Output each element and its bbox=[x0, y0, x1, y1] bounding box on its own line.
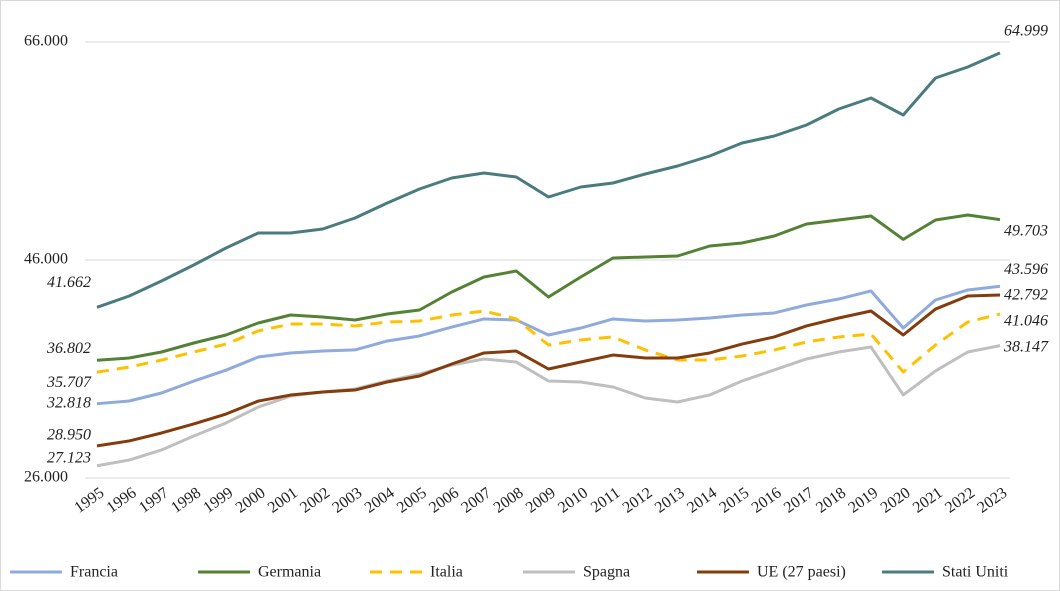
data-label: 35.707 bbox=[46, 374, 92, 391]
y-tick-label: 26.000 bbox=[24, 469, 68, 486]
series-line bbox=[96, 284, 1001, 406]
y-tick-label: 46.000 bbox=[24, 251, 68, 268]
series-line bbox=[96, 344, 1001, 468]
series-line bbox=[96, 51, 1001, 309]
legend-label: Italia bbox=[430, 564, 463, 581]
y-tick-label: 66.000 bbox=[24, 33, 68, 50]
data-label: 27.123 bbox=[47, 449, 91, 466]
data-label: 49.703 bbox=[1004, 222, 1048, 239]
data-label: 38.147 bbox=[1003, 338, 1049, 355]
data-label: 41.662 bbox=[47, 274, 91, 291]
data-label: 41.046 bbox=[1004, 313, 1048, 330]
series-line bbox=[96, 309, 1001, 374]
legend-label: Francia bbox=[70, 564, 118, 581]
data-label: 28.950 bbox=[47, 427, 91, 444]
series-line bbox=[96, 293, 1001, 448]
series-line bbox=[96, 213, 1001, 362]
data-label: 32.818 bbox=[46, 394, 91, 411]
legend-label: Spagna bbox=[583, 564, 630, 581]
data-label: 64.999 bbox=[1004, 23, 1048, 40]
legend-label: Stati Uniti bbox=[942, 564, 1009, 581]
data-label: 43.596 bbox=[1004, 261, 1048, 278]
data-label: 36.802 bbox=[46, 340, 91, 357]
legend-label: UE (27 paesi) bbox=[757, 564, 846, 581]
legend-label: Germania bbox=[258, 564, 321, 581]
data-label: 42.792 bbox=[1004, 287, 1048, 304]
